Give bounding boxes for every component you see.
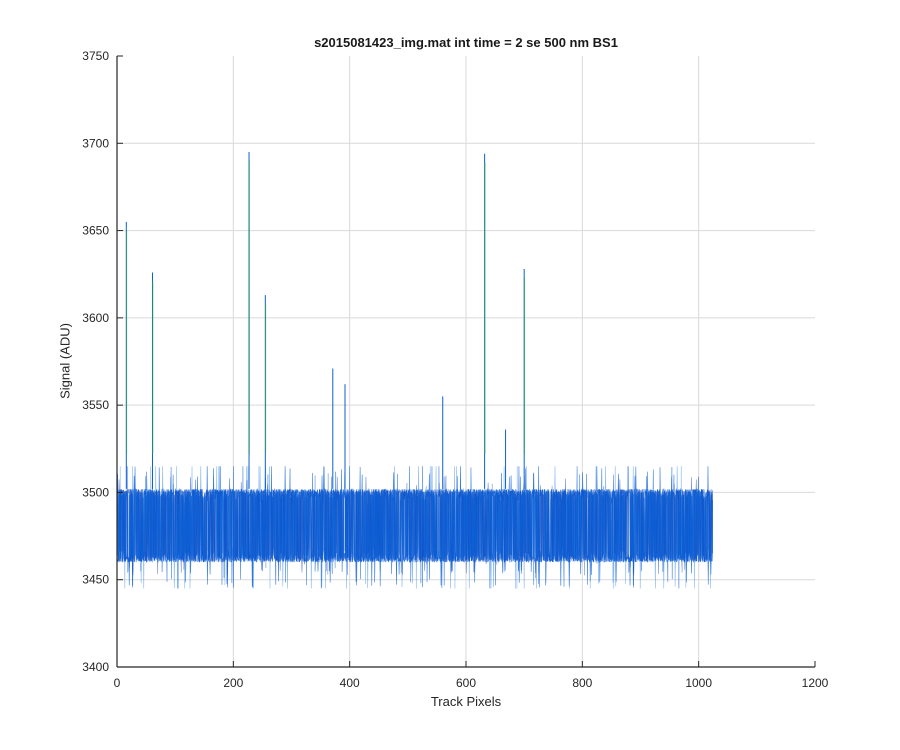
y-tick-label: 3550 [82,398,109,412]
y-tick-label: 3400 [82,660,109,674]
signal-trace [117,466,713,589]
x-tick-label: 800 [572,676,592,690]
x-tick-label: 400 [340,676,360,690]
y-tick-label: 3600 [82,311,109,325]
x-axis-label: Track Pixels [430,694,502,709]
x-tick-label: 200 [223,676,243,690]
y-tick-label: 3500 [82,485,109,499]
x-tick-label: 1000 [685,676,712,690]
x-tick-label: 600 [456,676,476,690]
y-tick-label: 3650 [82,224,109,238]
y-axis-label: Signal (ADU) [57,323,73,399]
x-tick-label: 1200 [802,676,829,690]
axes [116,55,816,668]
chart-title: s2015081423_img.mat int time = 2 se 500 … [314,35,618,50]
x-tick-label: 0 [114,676,121,690]
signal-series [117,152,713,589]
y-tick-label: 3450 [82,573,109,587]
y-tick-label: 3700 [82,136,109,150]
y-tick-label: 3750 [82,49,109,63]
tick-labels: 0 200 400 600 800 1000 1200 3400 3450 3500 3550 360… [82,49,828,690]
